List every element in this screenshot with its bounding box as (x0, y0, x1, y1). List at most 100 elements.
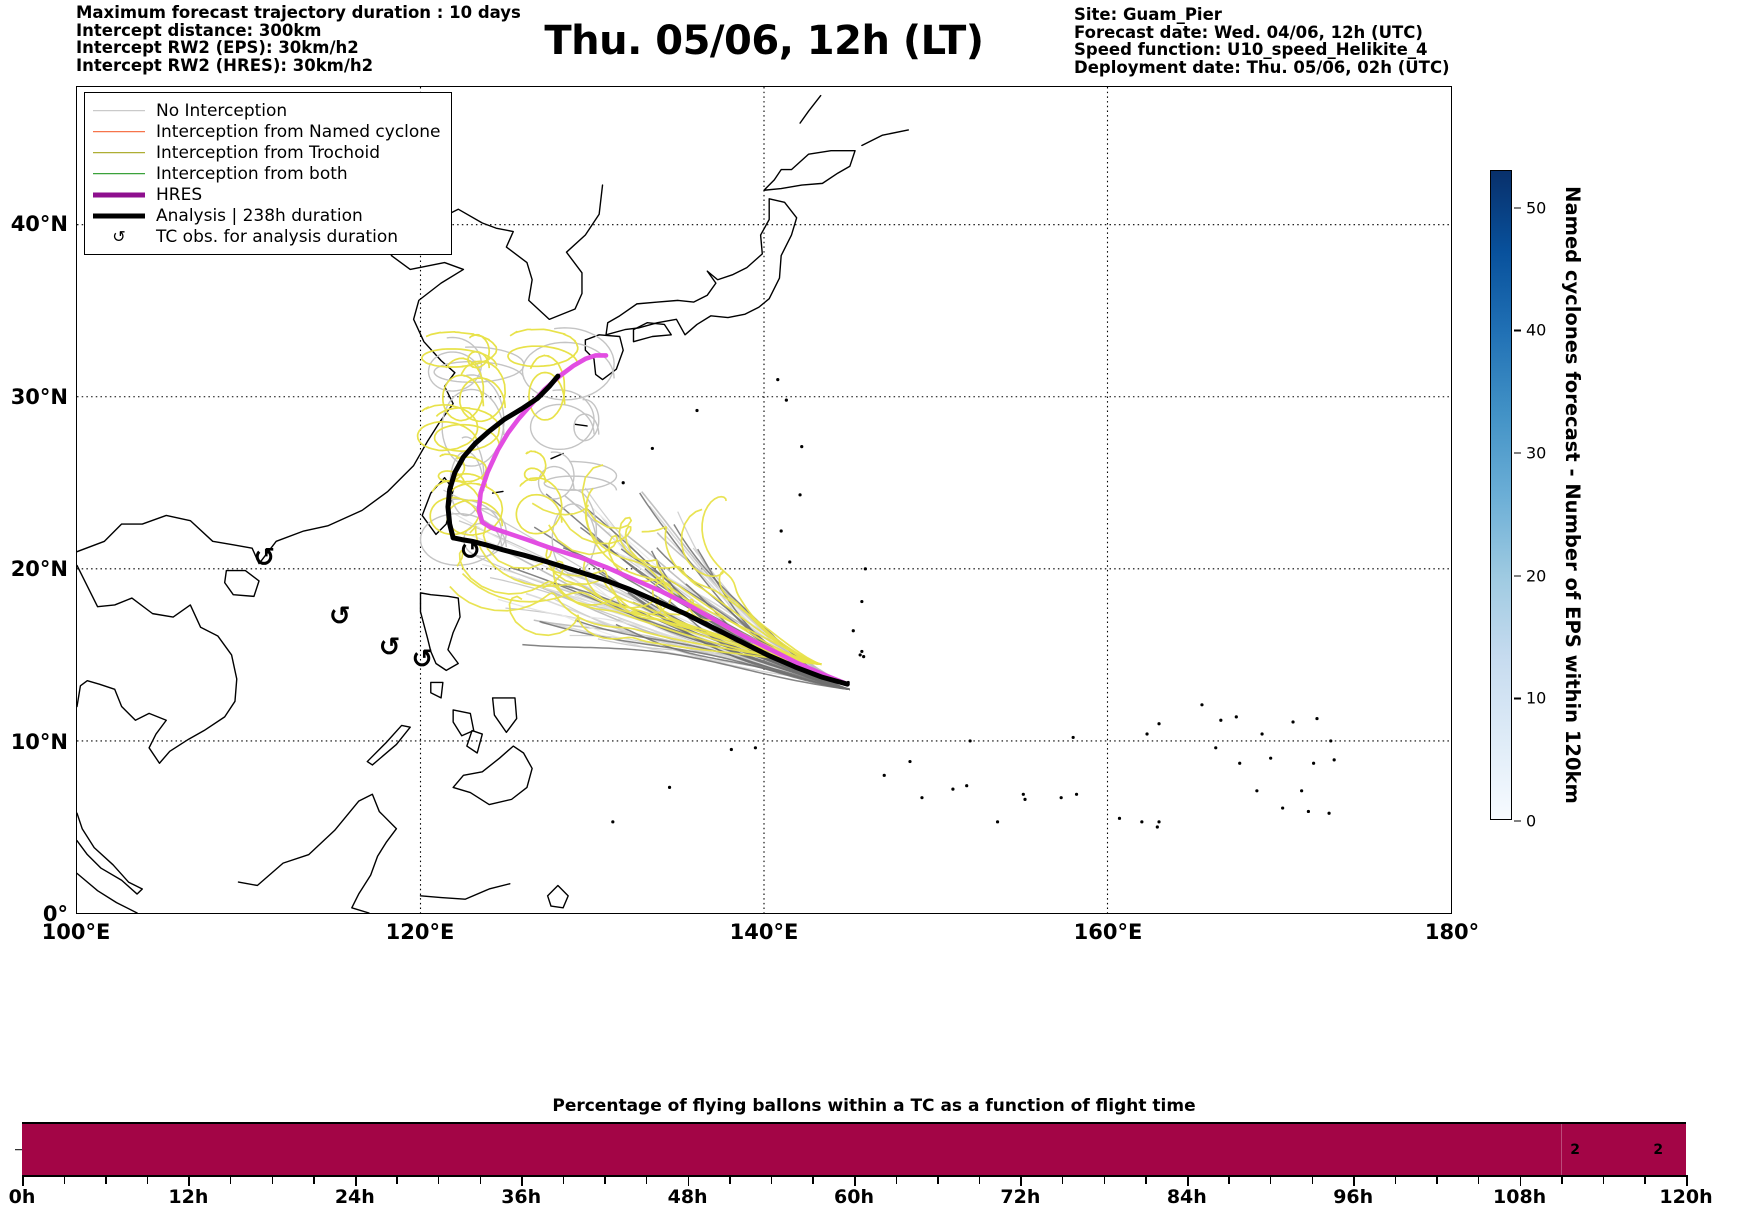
percentage-bar-x-tick (1062, 1175, 1064, 1184)
colorbar-tick-label: 10 (1526, 688, 1547, 708)
colorbar-tick-label: 20 (1526, 566, 1547, 586)
colorbar-tick: 0 (1514, 812, 1536, 831)
percentage-bar-x-tick (1228, 1175, 1230, 1184)
legend-item: Interception from Named cyclone (93, 121, 441, 142)
percentage-bar-x-tick (770, 1175, 773, 1184)
percentage-bar-x-label: 120h (1659, 1186, 1713, 1208)
legend-item-label: Analysis | 238h duration (156, 205, 363, 226)
colorbar-tick: 50 (1514, 198, 1546, 217)
header-right-info: Site: Guam_Pier Forecast date: Wed. 04/0… (1074, 6, 1450, 76)
percentage-bar-x-tick (146, 1175, 149, 1184)
tc-observation-marker: ↺ (379, 632, 401, 662)
percentage-bar-x-tick (1353, 1175, 1355, 1186)
percentage-bar-x-tick (354, 1175, 357, 1186)
percentage-bar-x-tick (937, 1175, 939, 1184)
colorbar-tick-label: 40 (1526, 320, 1547, 340)
percentage-bar-x-tick (105, 1175, 107, 1184)
legend-item-label: Interception from Trochoid (156, 142, 380, 163)
percentage-bar-value-label: 2 (1653, 1141, 1664, 1158)
percentage-bar-x-tick (63, 1175, 65, 1184)
colorbar-tick-dash (1514, 820, 1521, 822)
page-title: Thu. 05/06, 12h (LT) (544, 18, 984, 64)
ensemble-trajectories (419, 327, 851, 691)
legend-item-label: TC obs. for analysis duration (156, 226, 399, 247)
percentage-bar-x-tick (1020, 1175, 1023, 1186)
percentage-bar-x-tick (22, 1175, 24, 1186)
percentage-bar-x-tick (438, 1175, 440, 1184)
map-x-tick-label: 140°E (729, 920, 799, 944)
percentage-bar-x-label: 108h (1493, 1186, 1547, 1208)
map-canvas: ↺ ↺ ↺ ↺ ↺ (77, 87, 1451, 913)
legend-item: ↺ TC obs. for analysis duration (93, 226, 441, 247)
colorbar-tick: 20 (1514, 566, 1546, 585)
colorbar-tick-label: 0 (1526, 811, 1537, 831)
colorbar-tick: 30 (1514, 444, 1546, 463)
legend-item: Interception from both (93, 163, 441, 184)
map-x-tick-label: 100°E (41, 920, 111, 944)
colorbar-title: Named cyclones forecast - Number of EPS … (1561, 186, 1584, 804)
map-y-tick-label: 20°N (10, 557, 68, 581)
colorbar-tick-dash (1514, 697, 1521, 700)
percentage-bar-x-label: 60h (834, 1186, 874, 1208)
map-x-tick-label: 160°E (1073, 920, 1143, 944)
legend-item: Interception from Trochoid (93, 142, 441, 163)
percentage-bar-x-label: 12h (168, 1186, 209, 1208)
percentage-bar-x-tick (1602, 1175, 1605, 1184)
percentage-bar-x-tick (1519, 1175, 1522, 1186)
map-gridlines (77, 87, 1451, 913)
percentage-bar-x-tick (562, 1175, 565, 1184)
colorbar-tick-label: 30 (1526, 443, 1547, 463)
site-line: Site: Guam_Pier (1074, 5, 1222, 24)
percentage-bar-x-tick (1478, 1175, 1480, 1184)
colorbar-tick-dash (1514, 575, 1521, 577)
colorbar-tick-dash (1514, 207, 1521, 209)
percentage-bar-x-tick (1436, 1175, 1438, 1184)
map-x-axis: 100°E 120°E 140°E 160°E 180° (42, 916, 1480, 956)
percentage-bar-x-label: 84h (1166, 1186, 1207, 1208)
cyclone-icon: ↺ (112, 227, 126, 246)
percentage-bar-x-tick (479, 1175, 481, 1184)
tc-observation-markers: ↺ ↺ ↺ ↺ ↺ (253, 536, 481, 674)
percentage-bar-x-tick (1311, 1175, 1313, 1184)
percentage-bar-x-tick (854, 1175, 856, 1186)
map-x-tick-label: 180° (1424, 920, 1480, 944)
percentage-bar-x-tick (646, 1175, 648, 1184)
percentage-bar-x-label: 96h (1333, 1186, 1374, 1208)
percentage-bar-x-tick (1103, 1175, 1105, 1184)
analysis-trajectory (445, 373, 850, 687)
tc-observation-marker: ↺ (411, 645, 433, 675)
percentage-bar-title: Percentage of flying ballons within a TC… (552, 1096, 1196, 1116)
percentage-bar-x-tick (188, 1175, 191, 1186)
map-y-tick-label: 0° (42, 902, 68, 926)
tc-observation-marker: ↺ (459, 536, 481, 566)
percentage-bar-x-tick (1561, 1175, 1563, 1184)
header-left-info: Maximum forecast trajectory duration : 1… (76, 4, 521, 74)
percentage-bar-x-tick (313, 1175, 315, 1184)
percentage-bar-y-tick (15, 1148, 22, 1151)
percentage-bar-x-tick (1686, 1175, 1688, 1186)
legend-item-label: HRES (156, 184, 203, 205)
percentage-bar-x-tick (812, 1175, 814, 1184)
percentage-bar-x-tick (1186, 1175, 1189, 1186)
legend-item-label: Interception from both (156, 163, 348, 184)
percentage-bar-x-tick (1270, 1175, 1272, 1184)
map-legend: No Interception Interception from Named c… (84, 92, 452, 255)
legend-item: No Interception (93, 100, 441, 121)
percentage-bar-x-tick (1644, 1175, 1646, 1184)
colorbar-tick: 10 (1514, 689, 1546, 708)
legend-item-label: Interception from Named cyclone (156, 121, 441, 142)
percentage-bar-x-tick (604, 1175, 606, 1184)
percentage-bar-x-tick (521, 1175, 523, 1186)
legend-item-label: No Interception (156, 100, 288, 121)
tc-observation-marker: ↺ (329, 602, 351, 632)
map-x-tick-label: 120°E (385, 920, 455, 944)
percentage-bar-x-label: 72h (1000, 1186, 1041, 1208)
percentage-bar-x-label: 36h (501, 1186, 542, 1208)
colorbar-tick: 40 (1514, 321, 1546, 340)
colorbar-tick-dash (1514, 452, 1521, 454)
deployment-date-line: Deployment date: Thu. 05/06, 02h (UTC) (1074, 57, 1450, 77)
header-left-line-0: Maximum forecast trajectory duration : 1… (76, 3, 521, 22)
percentage-bar-x-tick (687, 1175, 690, 1186)
